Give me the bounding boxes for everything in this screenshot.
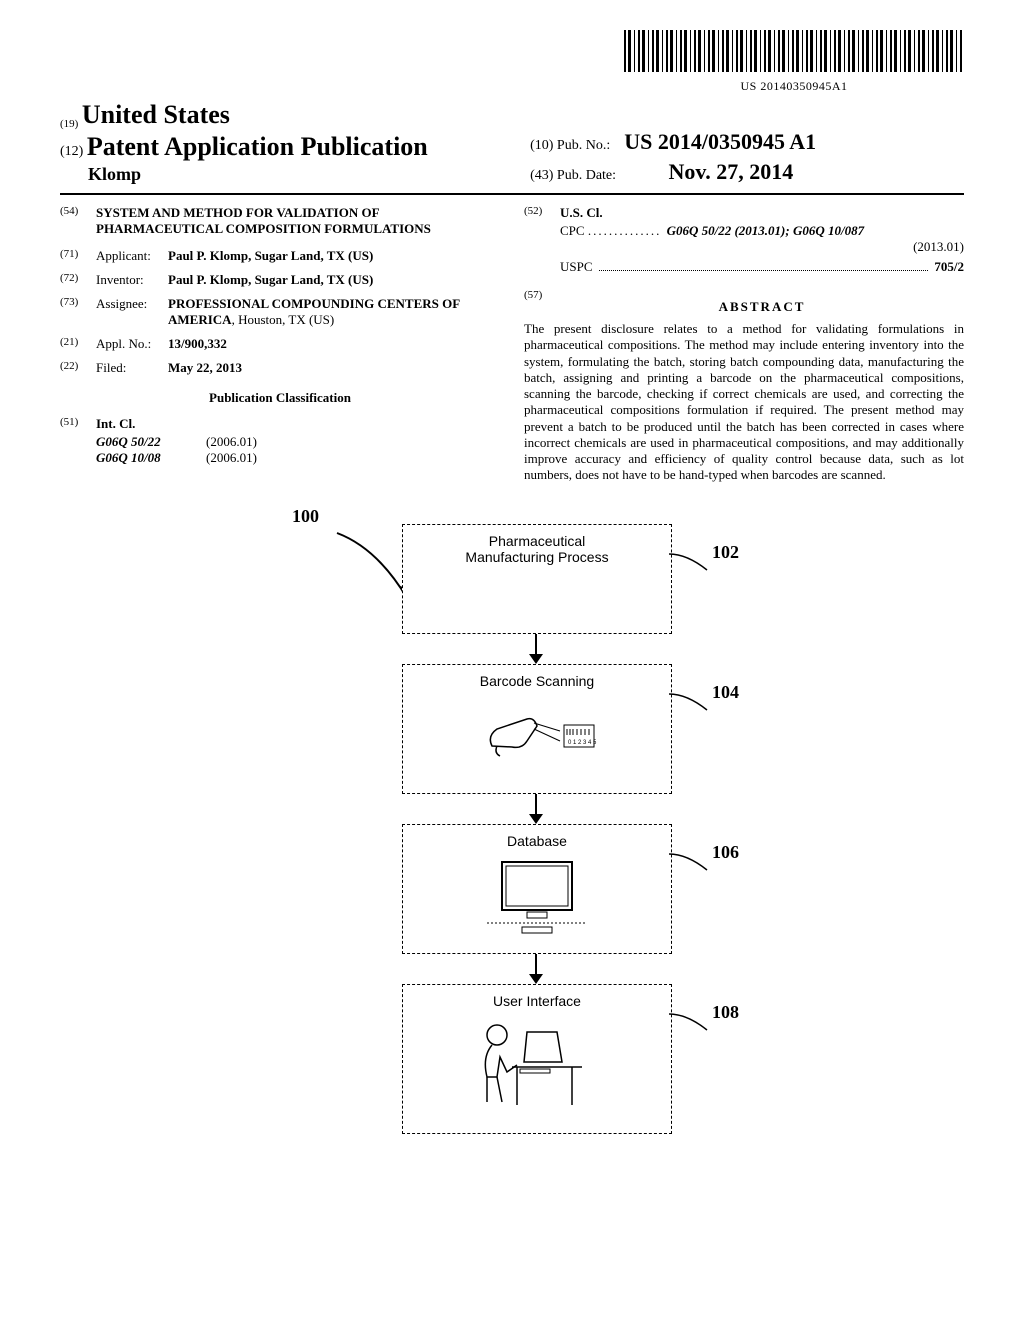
- intcl-label: Int. Cl.: [96, 416, 135, 431]
- pubdate-num: (43): [530, 168, 553, 183]
- intcl-date: (2006.01): [206, 434, 257, 450]
- callout-lead-102: [667, 552, 717, 582]
- scanner-icon: 0 1 2 3 4 5: [472, 701, 602, 761]
- abstract-label: ABSTRACT: [560, 299, 964, 315]
- intcl-date: (2006.01): [206, 450, 257, 466]
- inventor-num: (72): [60, 272, 96, 288]
- filed-value: May 22, 2013: [168, 360, 242, 375]
- barcode-header: US 20140350945A1: [60, 30, 964, 95]
- uspc-value: 705/2: [934, 259, 964, 275]
- flowchart-box-106: Database: [402, 824, 672, 954]
- pubno-num: (10): [530, 138, 553, 153]
- arrow-line: [535, 794, 537, 814]
- filed-label: Filed:: [96, 360, 168, 376]
- doc-header: (19) United States (12) Patent Applicati…: [60, 100, 964, 185]
- intcl-row: G06Q 50/22(2006.01): [96, 434, 500, 450]
- arrow-head-icon: [529, 654, 543, 664]
- country-name: United States: [82, 100, 230, 129]
- figure-wrap: 100 PharmaceuticalManufacturing Process1…: [60, 514, 964, 1174]
- arrow-line: [535, 634, 537, 654]
- invention-title: SYSTEM AND METHOD FOR VALIDATION OF PHAR…: [96, 205, 500, 236]
- uspc-dots: [599, 259, 929, 271]
- abstract-num: (57): [524, 289, 560, 321]
- barcode-text: US 20140350945A1: [624, 79, 964, 94]
- barcode-graphic: [624, 30, 964, 72]
- pubdate-label: Pub. Date:: [557, 168, 616, 183]
- applno-label: Appl. No.:: [96, 336, 168, 352]
- pubno-value: US 2014/0350945 A1: [624, 129, 816, 154]
- arrow-head-icon: [529, 814, 543, 824]
- left-column: (54) SYSTEM AND METHOD FOR VALIDATION OF…: [60, 205, 500, 484]
- intcl-code: G06Q 50/22: [96, 434, 206, 450]
- callout-lead-104: [667, 692, 717, 722]
- user-at-desk-icon: [462, 1017, 612, 1112]
- arrow-head-icon: [529, 974, 543, 984]
- pub-num: (12): [60, 144, 83, 159]
- fig-label-100: 100: [292, 506, 319, 527]
- uspc-label: USPC: [560, 259, 593, 275]
- box-label: PharmaceuticalManufacturing Process: [403, 525, 671, 573]
- applicant-num: (71): [60, 248, 96, 264]
- flowchart-box-102: PharmaceuticalManufacturing Process: [402, 524, 672, 634]
- uscl-num: (52): [524, 205, 560, 221]
- intcl-num: (51): [60, 416, 96, 432]
- biblio-section: (54) SYSTEM AND METHOD FOR VALIDATION OF…: [60, 205, 964, 484]
- svg-text:0 1 2 3 4 5: 0 1 2 3 4 5: [568, 740, 597, 746]
- cpc-dots: ..............: [588, 223, 667, 238]
- applno-value: 13/900,332: [168, 336, 227, 351]
- callout-lead-106: [667, 852, 717, 882]
- monitor-icon: [482, 857, 592, 937]
- flowchart-figure: 100 PharmaceuticalManufacturing Process1…: [252, 514, 772, 1174]
- filed-num: (22): [60, 360, 96, 376]
- applno-num: (21): [60, 336, 96, 352]
- applicant-value: Paul P. Klomp, Sugar Land, TX (US): [168, 248, 373, 263]
- cpc-codes: G06Q 50/22 (2013.01); G06Q 10/087: [667, 223, 865, 238]
- pubclass-title: Publication Classification: [60, 390, 500, 406]
- pub-title: Patent Application Publication: [87, 132, 428, 161]
- flowchart-box-104: Barcode Scanning 0 1 2 3 4 5: [402, 664, 672, 794]
- cpc-label: CPC: [560, 223, 585, 238]
- box-label: Database: [403, 825, 671, 857]
- abstract-text: The present disclosure relates to a meth…: [524, 321, 964, 484]
- intcl-code: G06Q 10/08: [96, 450, 206, 466]
- pubdate-value: Nov. 27, 2014: [669, 159, 794, 184]
- inventor-label: Inventor:: [96, 272, 168, 288]
- callout-lead-108: [667, 1012, 717, 1042]
- pubno-label: Pub. No.:: [557, 138, 610, 153]
- box-label: User Interface: [403, 985, 671, 1017]
- assignee-num: (73): [60, 296, 96, 328]
- box-label: Barcode Scanning: [403, 665, 671, 697]
- assignee-label: Assignee:: [96, 296, 168, 328]
- assignee-loc: , Houston, TX (US): [232, 312, 335, 327]
- title-num: (54): [60, 205, 96, 236]
- divider-rule: [60, 193, 964, 195]
- inventor-value: Paul P. Klomp, Sugar Land, TX (US): [168, 272, 373, 287]
- right-column: (52) U.S. Cl. CPC .............. G06Q 50…: [524, 205, 964, 484]
- applicant-label: Applicant:: [96, 248, 168, 264]
- author-name: Klomp: [88, 164, 494, 185]
- uscl-label: U.S. Cl.: [560, 205, 603, 220]
- flowchart-box-108: User Interface: [402, 984, 672, 1134]
- arrow-line: [535, 954, 537, 974]
- intcl-row: G06Q 10/08(2006.01): [96, 450, 500, 466]
- country-num: (19): [60, 118, 78, 130]
- cpc-tail: (2013.01): [524, 239, 964, 255]
